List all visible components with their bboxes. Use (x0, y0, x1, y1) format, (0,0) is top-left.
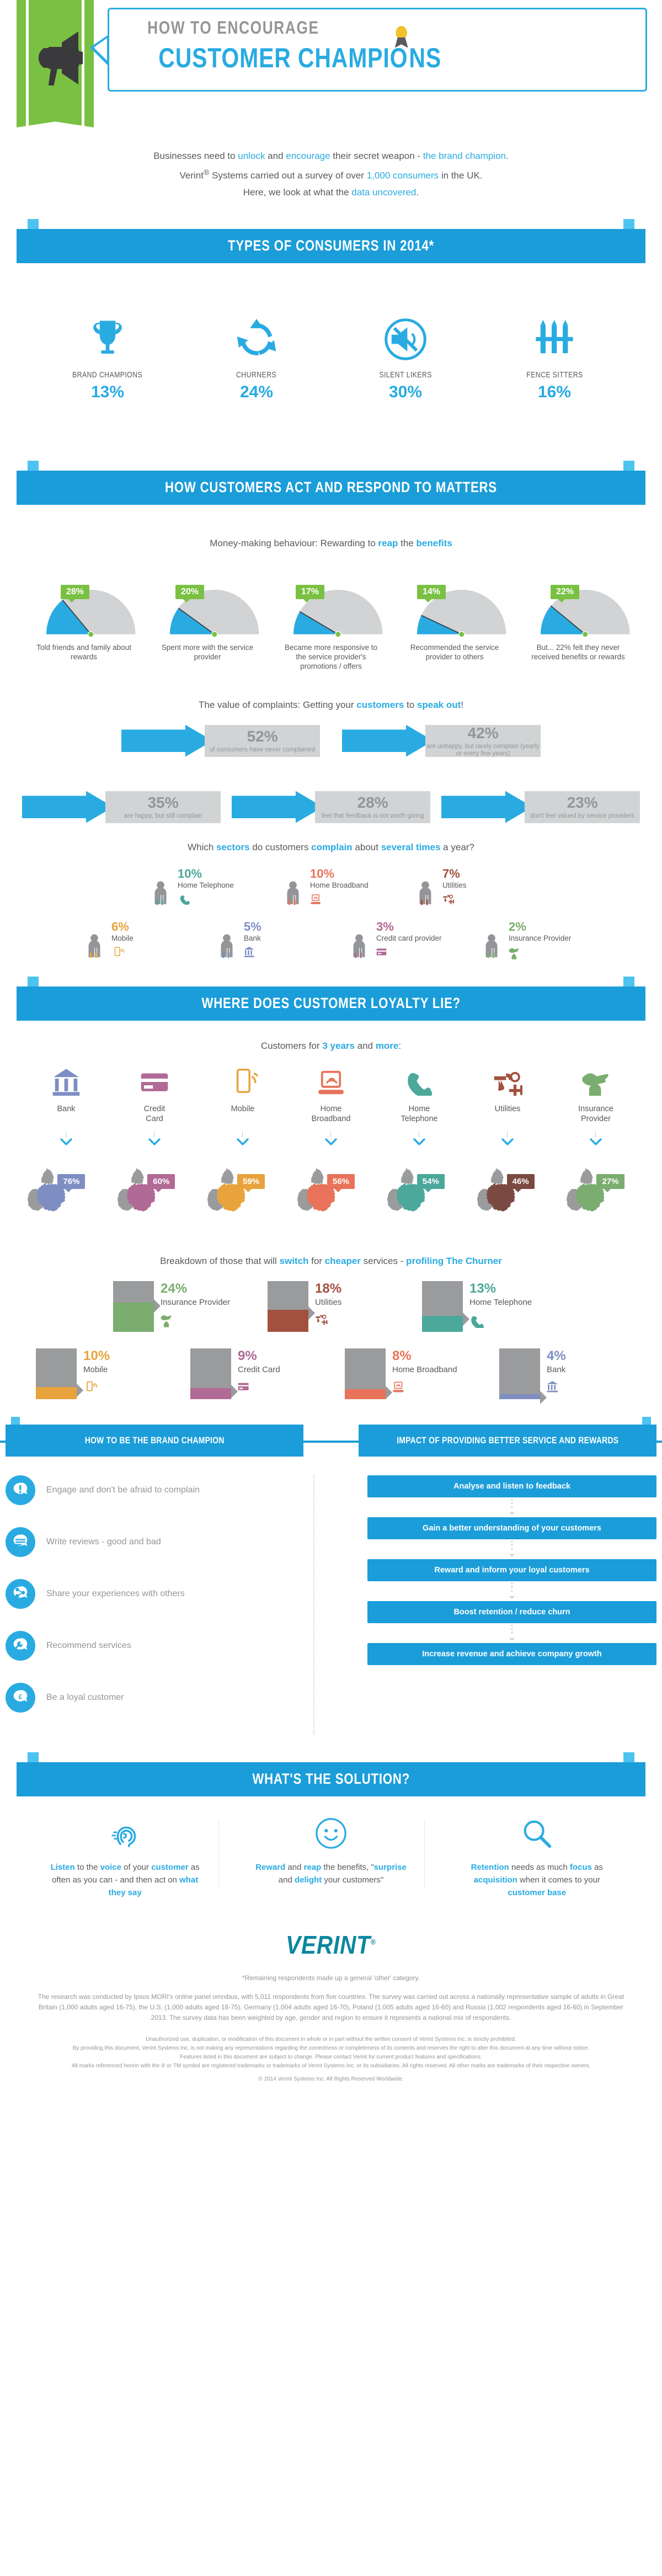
svg-text:£: £ (19, 1693, 23, 1700)
